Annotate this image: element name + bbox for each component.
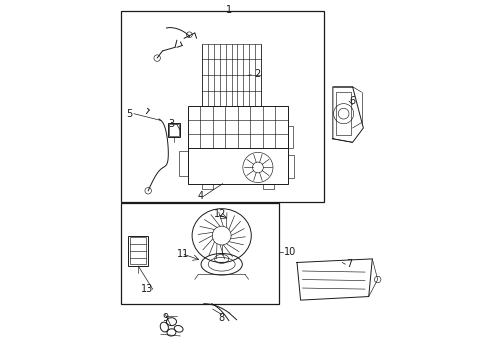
Text: 6: 6 (349, 96, 356, 106)
Bar (168, 123, 180, 137)
Bar (202, 44, 261, 107)
Bar (169, 124, 179, 136)
Bar (122, 203, 279, 304)
Bar (288, 126, 294, 148)
Text: 5: 5 (126, 109, 133, 119)
Bar (179, 151, 188, 176)
Text: 11: 11 (177, 248, 190, 258)
Text: 13: 13 (141, 284, 153, 294)
Text: 1: 1 (226, 5, 232, 15)
Bar (128, 235, 148, 266)
Text: 12: 12 (215, 209, 227, 219)
Bar (122, 12, 324, 202)
Bar (188, 107, 288, 184)
Text: 4: 4 (197, 191, 203, 201)
Bar (288, 155, 294, 178)
Bar (337, 92, 351, 135)
Bar (130, 237, 147, 264)
Text: 9: 9 (162, 313, 169, 323)
Text: 2: 2 (254, 69, 261, 79)
Bar (263, 184, 274, 189)
Text: 10: 10 (284, 247, 296, 257)
Text: 8: 8 (219, 313, 225, 323)
Text: 7: 7 (346, 259, 352, 269)
Text: 3: 3 (169, 120, 174, 129)
Bar (202, 184, 213, 189)
